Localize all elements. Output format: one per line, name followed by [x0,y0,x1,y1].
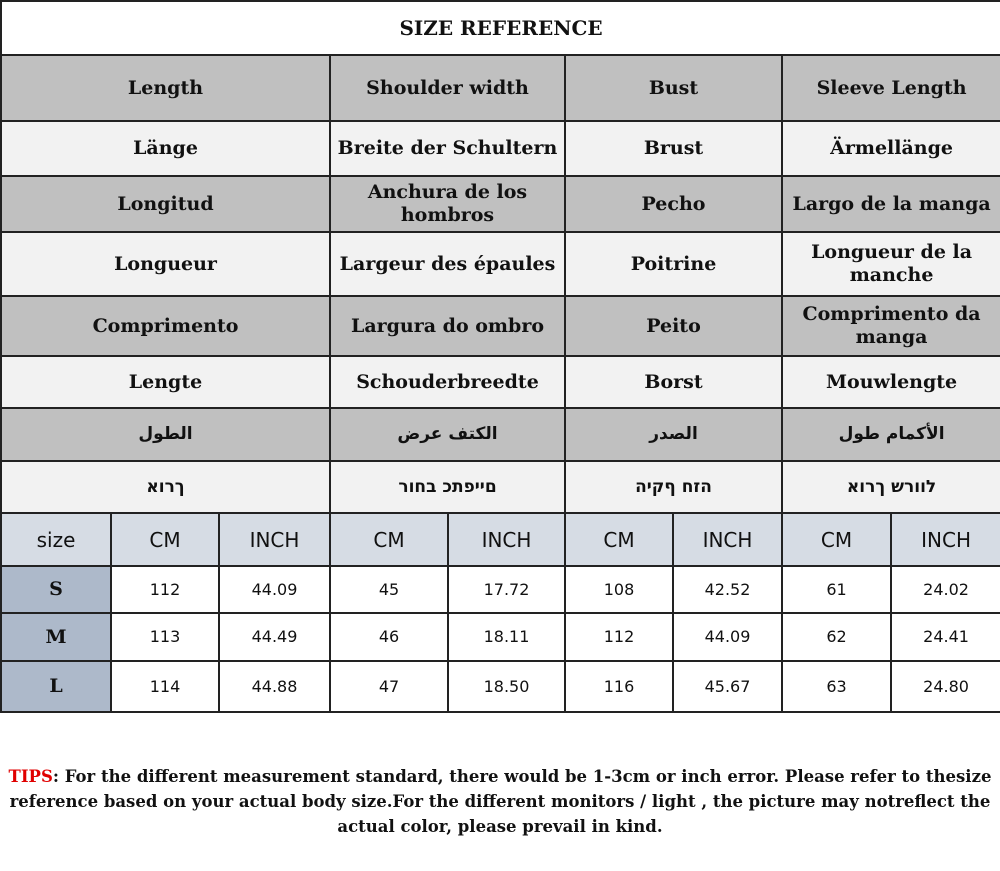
measurement-label: Shoulder width [329,54,566,122]
unit-header: CM [781,512,892,567]
measurement-label: Poitrine [564,231,783,297]
measurement-value: 46 [329,612,449,662]
measurement-value: 108 [564,565,674,614]
unit-header: size [0,512,112,567]
measurement-value: 112 [564,612,674,662]
size-label: M [0,612,112,662]
unit-header: INCH [672,512,783,567]
measurement-value: 44.49 [218,612,331,662]
measurement-value: 47 [329,660,449,713]
unit-header: INCH [218,512,331,567]
tips-text: : For the different measurement standard… [9,767,992,836]
units-header-row: size CM INCH CM INCH CM INCH CM INCH [0,512,1000,567]
measurement-label: Length [0,54,331,122]
chart-title: SIZE REFERENCE [0,0,1000,56]
measurement-value: 42.52 [672,565,783,614]
unit-header: CM [329,512,449,567]
language-row: Length Shoulder width Bust Sleeve Length [0,54,1000,122]
unit-header: CM [564,512,674,567]
measurement-label: Borst [564,355,783,409]
measurement-value: 114 [110,660,220,713]
measurement-label: םייפתכ בחור [329,460,566,514]
language-row: Comprimento Largura do ombro Peito Comprime… [0,295,1000,357]
measurement-value: 24.80 [889,660,1000,713]
measurement-value: 63 [781,660,892,713]
language-row: Lengte Schouderbreedte Borst Mouwlengte [0,355,1000,409]
language-row: Länge Breite der Schultern Brust Ärmellänge [0,120,1000,177]
language-row: الطول الكتف عرض الصدر الأكمام طول [0,407,1000,462]
measurement-label: Sleeve Length [780,54,1000,122]
measurement-label: Mouwlengte [780,355,1000,409]
tips-note: TIPS: For the different measurement stan… [0,764,1000,839]
unit-header: INCH [447,512,566,567]
table-row: M 113 44.49 46 18.11 112 44.09 62 24.41 [0,612,1000,662]
measurement-value: 61 [781,565,892,614]
size-label: S [0,565,112,614]
measurement-label: Ärmellänge [780,120,1000,177]
size-label: L [0,660,112,713]
measurement-value: 45 [329,565,449,614]
measurement-label: Largo de la manga [780,175,1000,233]
measurement-label: ךרוא [0,460,331,514]
table-row: S 112 44.09 45 17.72 108 42.52 61 24.02 [0,565,1000,614]
measurement-label: Lengte [0,355,331,409]
measurement-label: לוורש ךרוא [780,460,1000,514]
measurement-value: 116 [564,660,674,713]
measurement-label: Longueur de la manche [780,231,1000,297]
tips-label: TIPS [8,767,53,786]
measurement-value: 44.09 [672,612,783,662]
measurement-value: 44.88 [218,660,331,713]
measurement-value: 18.11 [447,612,566,662]
measurement-label: Brust [564,120,783,177]
language-row: ךרוא םייפתכ בחור הזח ףקיה לוורש ךרוא [0,460,1000,514]
measurement-label: Bust [564,54,783,122]
measurement-label: الطول [0,407,331,462]
unit-header: INCH [889,512,1000,567]
measurement-label: Comprimento [0,295,331,357]
measurement-value: 24.41 [889,612,1000,662]
table-row: L 114 44.88 47 18.50 116 45.67 63 24.80 [0,660,1000,713]
measurement-label: Anchura de los hombros [329,175,566,233]
measurement-value: 113 [110,612,220,662]
measurement-label: الأكمام طول [780,407,1000,462]
measurement-label: הזח ףקיה [564,460,783,514]
measurement-label: Peito [564,295,783,357]
size-chart-table: SIZE REFERENCE Length Shoulder width Bust S… [0,0,1000,713]
measurement-label: Longueur [0,231,331,297]
unit-header: CM [110,512,220,567]
measurement-label: Breite der Schultern [329,120,566,177]
measurement-value: 62 [781,612,892,662]
measurement-label: الكتف عرض [329,407,566,462]
measurement-value: 45.67 [672,660,783,713]
measurement-value: 18.50 [447,660,566,713]
language-row: Longitud Anchura de los hombros Pecho Largo… [0,175,1000,233]
measurement-label: Largeur des épaules [329,231,566,297]
measurement-label: Largura do ombro [329,295,566,357]
measurement-value: 112 [110,565,220,614]
measurement-label: الصدر [564,407,783,462]
measurement-label: Länge [0,120,331,177]
language-row: Longueur Largeur des épaules Poitrine Longu… [0,231,1000,297]
measurement-value: 44.09 [218,565,331,614]
measurement-label: Longitud [0,175,331,233]
measurement-label: Schouderbreedte [329,355,566,409]
measurement-label: Comprimento da manga [780,295,1000,357]
measurement-value: 17.72 [447,565,566,614]
measurement-label: Pecho [564,175,783,233]
measurement-value: 24.02 [889,565,1000,614]
